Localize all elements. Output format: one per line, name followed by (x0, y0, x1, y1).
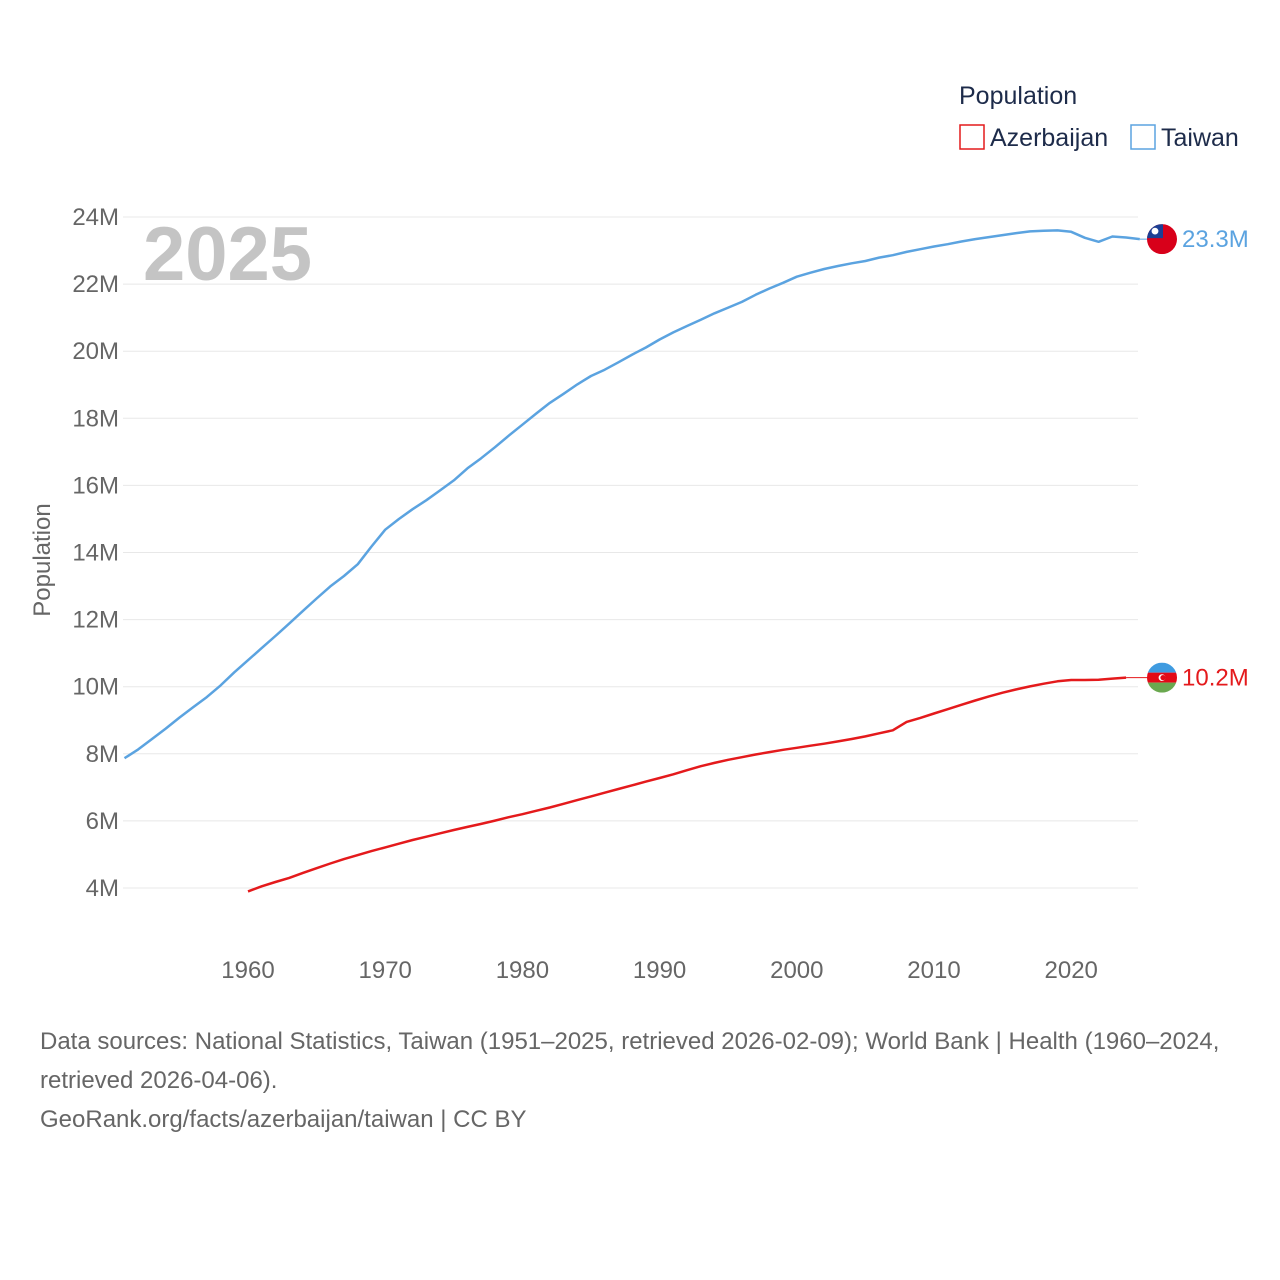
end-markers: 10.2M 23.3M (1126, 224, 1249, 693)
data-sources-text: Data sources: National Statistics, Taiwa… (40, 1028, 1220, 1094)
y-tick-label: 24M (72, 204, 119, 231)
gridlines (123, 216, 1138, 889)
y-tick-label: 20M (72, 338, 119, 365)
x-tick-label: 2010 (907, 957, 960, 984)
taiwan-flag-icon (1147, 224, 1177, 255)
y-tick-label: 10M (72, 674, 119, 701)
x-tick-label: 1980 (496, 957, 549, 984)
y-tick-label: 14M (72, 540, 119, 567)
taiwan-line (123, 229, 1140, 760)
x-tick-label: 1960 (221, 957, 274, 984)
azerbaijan-flag-icon (1147, 662, 1177, 693)
y-tick-label: 6M (86, 808, 119, 835)
x-tick-label: 2000 (770, 957, 823, 984)
y-axis-title: Population (29, 503, 56, 616)
y-tick-label: 16M (72, 472, 119, 499)
legend-item-taiwan[interactable]: Taiwan (1130, 124, 1239, 152)
legend-title: Population (959, 82, 1077, 110)
y-tick-label: 22M (72, 271, 119, 298)
legend-label-azerbaijan: Azerbaijan (990, 124, 1108, 152)
y-axis-ticks: 4M 6M 8M 10M 12M 14M 16M 18M 20M 22M 24M (72, 204, 119, 902)
y-tick-label: 4M (86, 875, 119, 902)
footer: Data sources: National Statistics, Taiwa… (40, 1022, 1250, 1139)
legend-swatch-azerbaijan (959, 124, 985, 150)
legend-label-taiwan: Taiwan (1161, 124, 1239, 152)
legend-swatch-taiwan (1130, 124, 1156, 150)
azerbaijan-line (247, 676, 1127, 893)
x-axis-ticks: 1960 1970 1980 1990 2000 2010 2020 (221, 957, 1098, 984)
x-tick-label: 2020 (1045, 957, 1098, 984)
legend-items[interactable]: Azerbaijan Taiwan (959, 124, 1239, 152)
y-tick-label: 12M (72, 607, 119, 634)
taiwan-end-label: 23.3M (1182, 226, 1249, 253)
x-tick-label: 1990 (633, 957, 686, 984)
legend-item-azerbaijan[interactable]: Azerbaijan (959, 124, 1108, 152)
x-tick-label: 1970 (359, 957, 412, 984)
attribution-text: GeoRank.org/facts/azerbaijan/taiwan | CC… (40, 1106, 527, 1133)
year-overlay: 2025 (143, 212, 312, 297)
series-lines (123, 229, 1140, 893)
y-tick-label: 8M (86, 741, 119, 768)
legend[interactable]: Population Azerbaijan Taiwan (959, 82, 1239, 152)
y-tick-label: 18M (72, 405, 119, 432)
azerbaijan-end-label: 10.2M (1182, 665, 1249, 692)
